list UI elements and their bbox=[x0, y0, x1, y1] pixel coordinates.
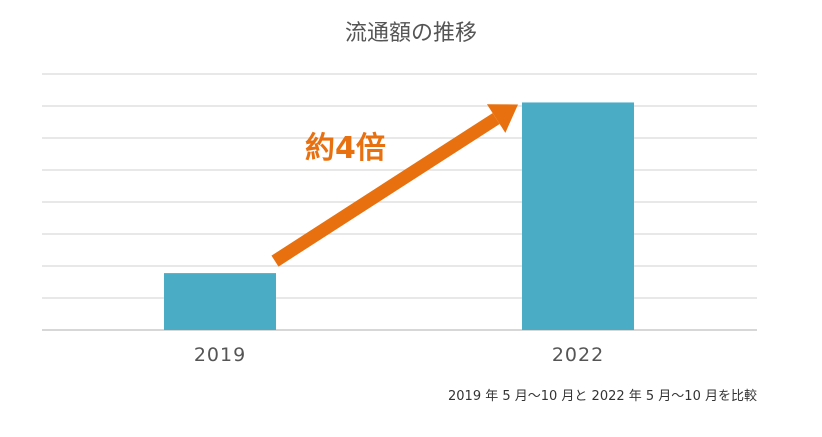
growth-arrow-head bbox=[486, 104, 518, 133]
comparison-footnote: 2019 年 5 月～10 月と 2022 年 5 月～10 月を比較 bbox=[448, 389, 757, 404]
x-tick-label-2019: 2019 bbox=[194, 344, 246, 366]
bars bbox=[164, 102, 634, 330]
chart-title: 流通額の推移 bbox=[345, 21, 477, 46]
growth-annotation: 約4倍 bbox=[305, 131, 386, 166]
bar-2022 bbox=[522, 102, 634, 330]
growth-arrow-shaft bbox=[271, 113, 500, 267]
bar-2019 bbox=[164, 273, 276, 330]
x-axis-ticks: 2019 2022 bbox=[194, 344, 604, 366]
growth-arrow bbox=[271, 104, 518, 267]
x-tick-label-2022: 2022 bbox=[552, 344, 604, 366]
grid bbox=[42, 73, 757, 331]
